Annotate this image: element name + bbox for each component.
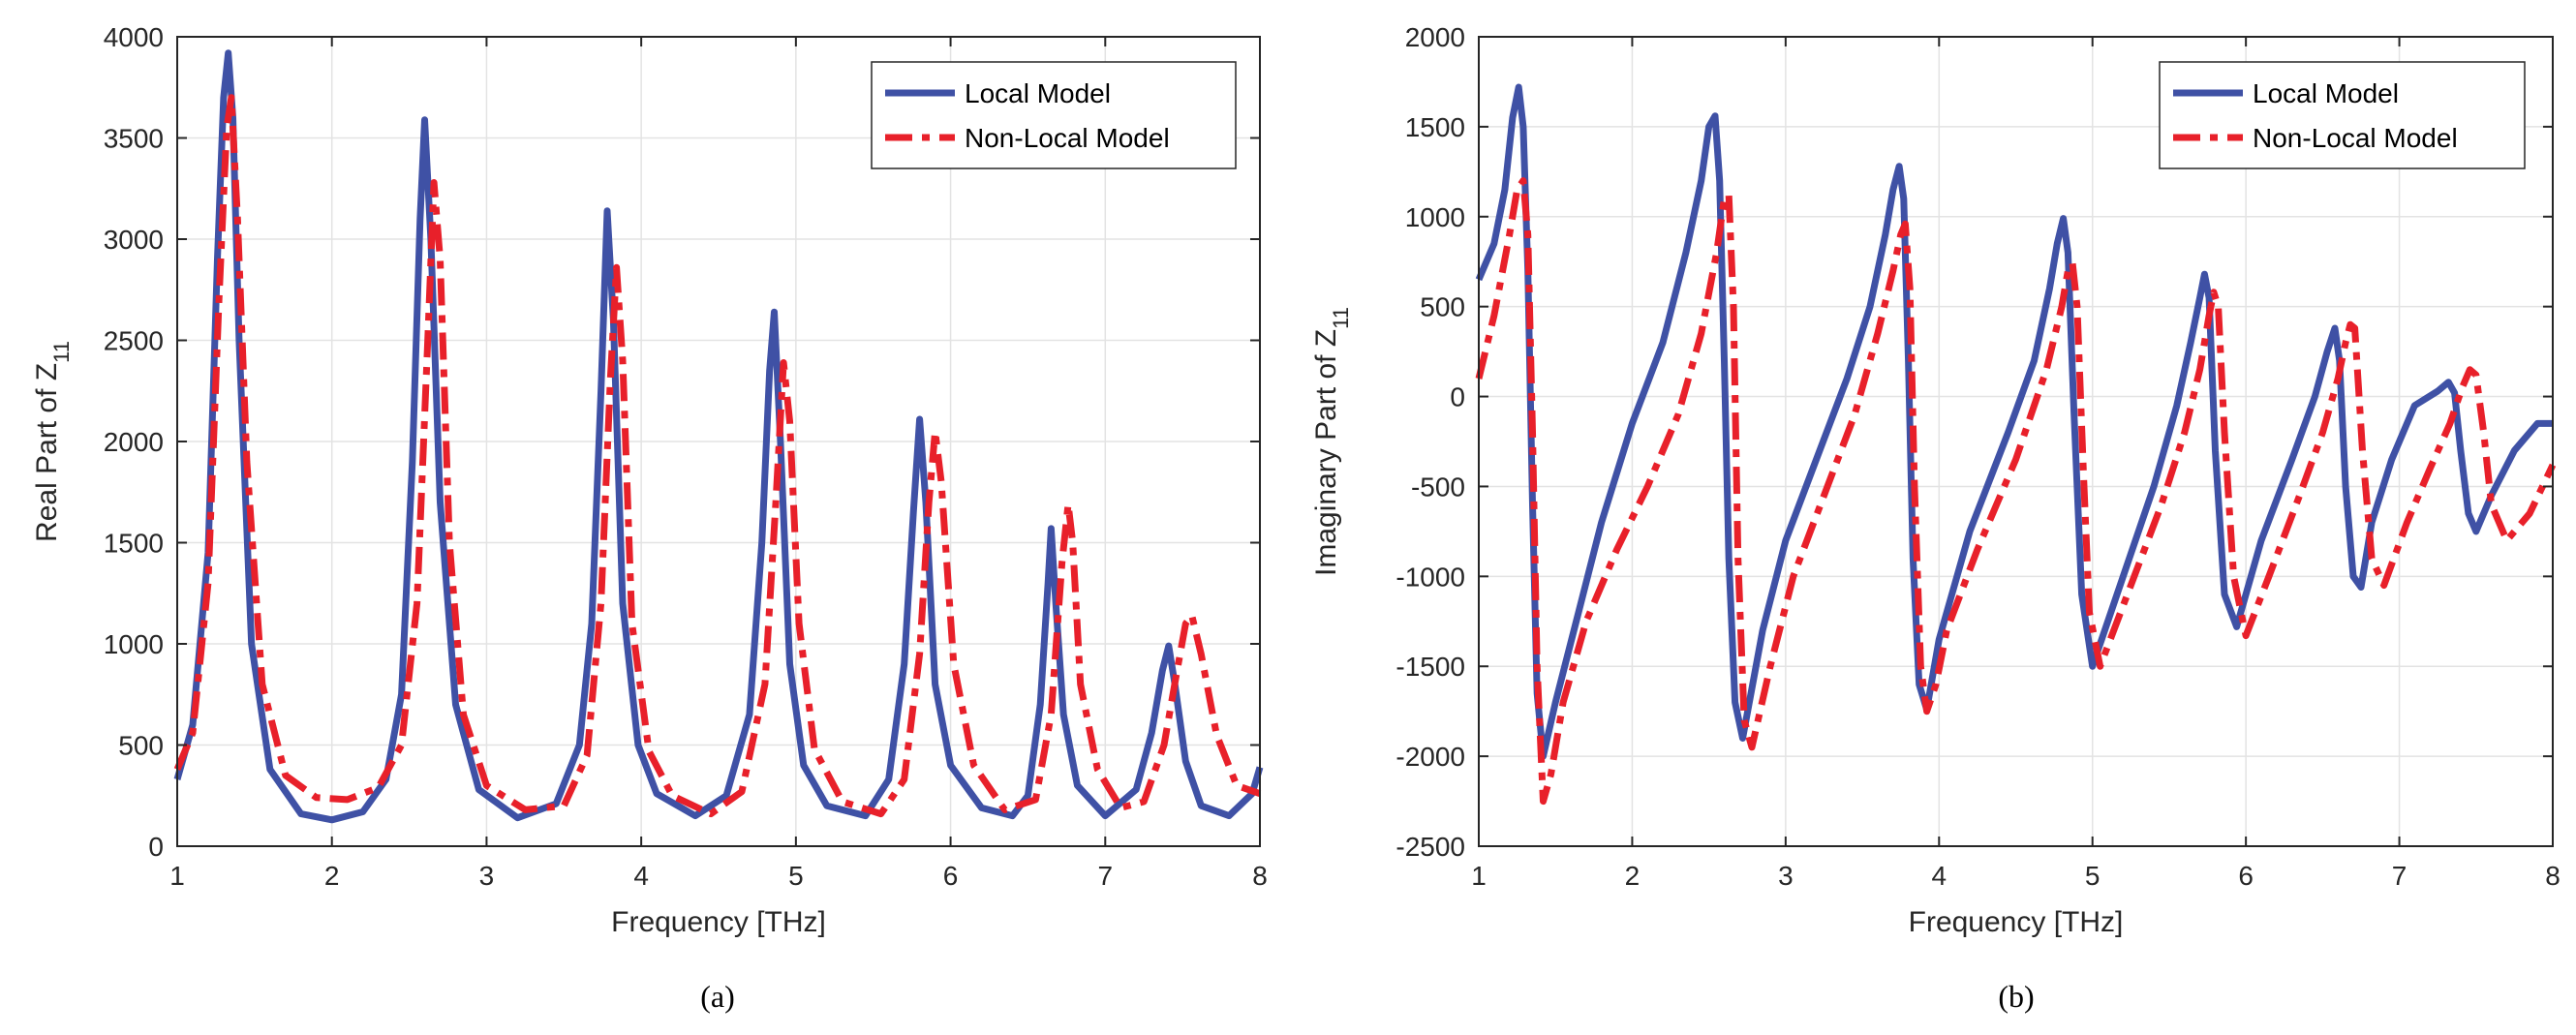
- x-axis-label: Frequency [THz]: [1909, 906, 2124, 938]
- y-tick-label: 2000: [1405, 22, 1465, 52]
- y-tick-label: -2000: [1395, 742, 1465, 772]
- x-tick-label: 6: [943, 861, 959, 891]
- x-tick-label: 5: [2085, 861, 2101, 891]
- y-tick-label: 1000: [1405, 202, 1465, 232]
- y-tick-label: 1500: [1405, 112, 1465, 142]
- y-tick-label: 500: [1420, 292, 1465, 322]
- legend-label-local-model: Local Model: [2253, 78, 2399, 108]
- tick-marks: [1478, 36, 2554, 847]
- series-line-local-model: [173, 49, 1264, 824]
- y-tick-label: 500: [118, 731, 164, 761]
- x-tick-label: 8: [1252, 861, 1268, 891]
- y-tick-label: 3500: [104, 124, 164, 154]
- series-lines: [1475, 83, 2557, 806]
- y-tick-label: -2500: [1395, 832, 1465, 862]
- y-tick-label: 0: [148, 832, 164, 862]
- y-tick-label: -1000: [1395, 562, 1465, 592]
- x-tick-label: 2: [324, 861, 340, 891]
- y-axis-label: Imaginary Part of Z11: [1310, 307, 1353, 576]
- y-axis-label-subscript: 11: [1329, 307, 1353, 329]
- series-line-non-local-model: [1475, 177, 2557, 806]
- x-tick-label: 8: [2545, 861, 2561, 891]
- y-tick-label: 1000: [104, 629, 164, 659]
- y-tick-label: -500: [1411, 472, 1465, 502]
- y-tick-label: 2500: [104, 326, 164, 356]
- legend: Local Model Non-Local Model: [2159, 61, 2526, 169]
- y-axis-label-main: Real Part of Z: [31, 363, 63, 542]
- legend: Local Model Non-Local Model: [871, 61, 1237, 169]
- chart-panel-a: 1 2 3 4 5 6 7 8 0 500 1000 1500 2000 2500 3000 3500 400…: [31, 22, 1268, 1014]
- x-tick-label: 4: [1931, 861, 1947, 891]
- chart-panel-b: 1 2 3 4 5 6 7 8 -2500 -2000 -1500 -1000 -500 0 500 100…: [1310, 22, 2561, 1014]
- x-tick-label: 5: [788, 861, 804, 891]
- series-line-non-local-model: [173, 94, 1262, 818]
- legend-label-local-model: Local Model: [965, 78, 1111, 108]
- y-tick-label: 1500: [104, 529, 164, 559]
- legend-label-non-local-model: Non-Local Model: [965, 123, 1170, 153]
- x-tick-label: 6: [2238, 861, 2254, 891]
- tick-marks: [176, 36, 1261, 847]
- y-axis-label-main: Imaginary Part of Z: [1310, 329, 1342, 576]
- x-tick-label: 3: [479, 861, 495, 891]
- x-tick-label: 2: [1625, 861, 1641, 891]
- x-axis-label: Frequency [THz]: [611, 906, 826, 938]
- x-tick-label: 1: [169, 861, 185, 891]
- panel-caption: (a): [700, 979, 735, 1014]
- y-tick-labels: 0 500 1000 1500 2000 2500 3000 3500 4000: [104, 22, 164, 862]
- y-tick-label: 4000: [104, 22, 164, 52]
- y-tick-label: 2000: [104, 427, 164, 457]
- x-tick-label: 7: [2392, 861, 2407, 891]
- x-tick-label: 7: [1097, 861, 1113, 891]
- y-axis-label: Real Part of Z11: [31, 341, 74, 542]
- x-tick-label: 4: [633, 861, 649, 891]
- legend-label-non-local-model: Non-Local Model: [2253, 123, 2458, 153]
- y-tick-label: -1500: [1395, 652, 1465, 682]
- x-tick-label: 3: [1778, 861, 1794, 891]
- y-tick-label: 0: [1450, 382, 1465, 412]
- x-tick-labels: 1 2 3 4 5 6 7 8: [1471, 861, 2561, 891]
- y-tick-label: 3000: [104, 225, 164, 255]
- series-line-local-model: [1475, 83, 2553, 760]
- y-tick-labels: -2500 -2000 -1500 -1000 -500 0 500 1000 1500 2000: [1395, 22, 1465, 862]
- panel-caption: (b): [1998, 979, 2034, 1014]
- y-axis-label-subscript: 11: [49, 341, 74, 363]
- x-tick-labels: 1 2 3 4 5 6 7 8: [169, 861, 1268, 891]
- legend-box: [2159, 61, 2526, 169]
- x-tick-label: 1: [1471, 861, 1487, 891]
- legend-box: [871, 61, 1237, 169]
- plot-area-frame: [1478, 36, 2554, 847]
- series-lines: [173, 49, 1264, 824]
